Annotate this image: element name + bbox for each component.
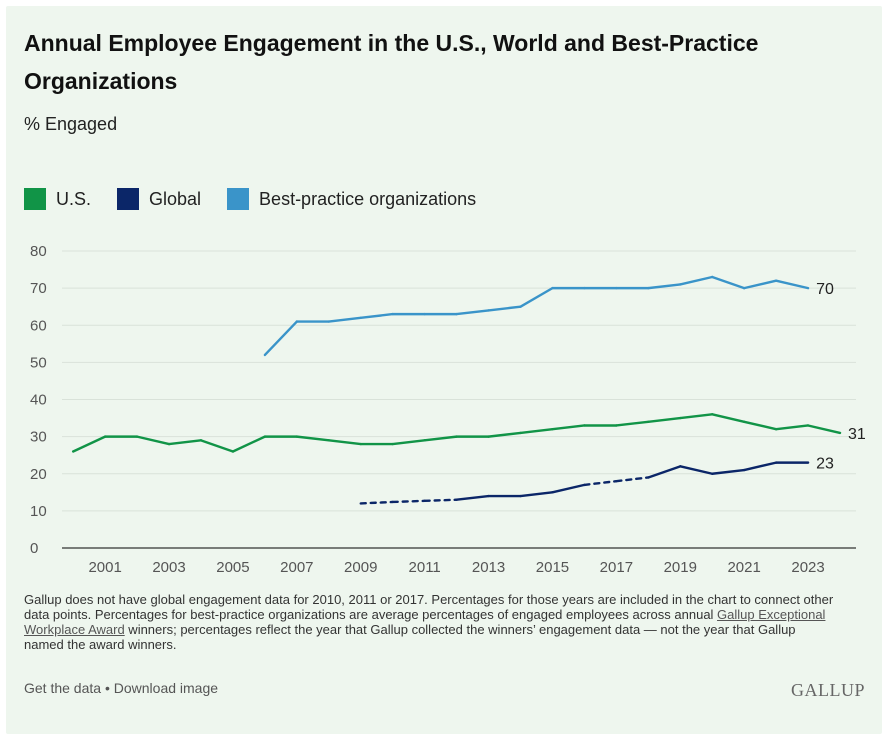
chart-footnote: Gallup does not have global engagement d… [24,592,834,652]
series-segment-1 [583,479,618,487]
series-segment-0 [327,439,362,446]
series-segment-2 [359,312,394,320]
series-segment-0 [806,424,842,435]
chart-title: Annual Employee Engagement in the U.S., … [24,30,759,94]
series-segment-0 [711,413,746,423]
x-tick-label: 2005 [216,559,249,576]
y-tick-label: 0 [30,540,38,557]
legend-swatch-global [117,188,140,210]
series-segment-2 [647,283,682,290]
series-segment-0 [423,435,458,442]
series-segment-0 [199,439,235,453]
y-tick-label: 20 [30,466,47,483]
y-tick-label: 60 [30,317,47,334]
series-segment-2 [742,279,778,290]
x-tick-label: 2021 [727,559,760,576]
series-segment-0 [742,420,778,431]
x-tick-label: 2009 [344,559,377,576]
y-tick-label: 10 [30,503,47,520]
series-segment-2 [263,320,299,357]
y-tick-label: 80 [30,243,47,260]
x-tick-label: 2019 [664,559,697,576]
series-segment-0 [167,439,203,446]
legend-swatch-best-practice [227,188,250,210]
x-tick-label: 2011 [409,559,441,576]
series-end-label: 70 [816,281,834,298]
get-data-link[interactable]: Get the data [24,680,102,696]
series-segment-0 [679,413,714,420]
x-tick-label: 2007 [280,559,313,576]
series-segment-1 [679,465,714,475]
download-image-link[interactable]: Download image [113,680,219,696]
series-segment-2 [711,275,746,290]
series-segment-2 [519,286,554,308]
award-link[interactable]: Gallup Exceptional Workplace Award [24,607,826,637]
footnote-text-end: winners; percentages reflect the year th… [24,622,796,652]
legend-item-us: U.S. [24,188,91,210]
series-segment-0 [135,435,171,446]
series-segment-1 [455,494,490,501]
series-segment-0 [615,420,650,427]
series-end-label: 23 [816,456,834,473]
x-tick-label: 2015 [536,559,569,576]
legend-label-best-practice: Best-practice organizations [259,188,477,209]
y-tick-label: 40 [30,392,47,409]
legend-item-global: Global [117,188,201,210]
series-segment-2 [679,275,714,286]
chart-card [6,6,882,734]
x-tick-label: 2017 [600,559,633,576]
series-segment-2 [487,305,522,312]
series-segment-0 [295,435,330,442]
series-segment-0 [647,416,682,423]
footnote-text-start: Gallup does not have global engagement d… [24,592,834,622]
series-segment-1 [742,461,778,472]
series-segment-2 [455,309,490,316]
chart-legend: U.S. Global Best-practice organizations [24,188,502,210]
x-tick-label: 2013 [472,559,505,576]
footer-links: Get the data • Download image [24,680,218,696]
series-segment-1 [391,499,426,504]
series-segment-1 [423,498,458,503]
series-segment-1 [359,500,394,505]
legend-label-global: Global [149,188,202,209]
series-segment-1 [615,476,650,483]
series-segment-2 [327,316,362,323]
gallup-logo: GALLUP [791,680,865,700]
series-segment-0 [391,439,426,446]
series-segment-1 [711,468,746,475]
series-segment-0 [774,424,810,431]
series-segment-0 [231,435,267,453]
series-segment-1 [647,465,682,479]
series-segment-2 [774,279,810,290]
series-segment-0 [551,424,586,431]
legend-label-us: U.S. [56,188,92,209]
y-tick-label: 50 [30,354,47,371]
x-tick-label: 2001 [88,559,121,576]
footer-separator: • [104,680,110,696]
series-segment-0 [487,431,522,438]
series-segment-0 [71,435,107,453]
legend-swatch-us [24,188,46,210]
y-tick-label: 30 [30,429,47,446]
legend-item-best-practice: Best-practice organizations [227,188,476,210]
series-segment-1 [519,491,554,498]
series-segment-1 [551,483,586,494]
x-tick-label: 2003 [152,559,185,576]
y-tick-label: 70 [30,280,47,297]
x-tick-label: 2023 [791,559,824,576]
chart-subtitle: % Engaged [24,114,118,134]
series-segment-0 [519,428,554,435]
series-end-label: 31 [848,426,866,443]
